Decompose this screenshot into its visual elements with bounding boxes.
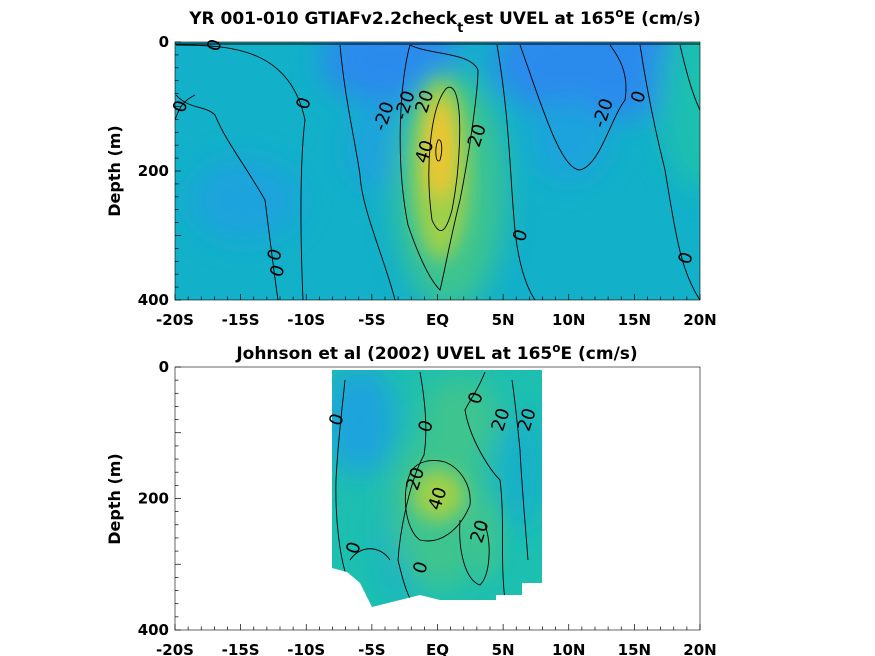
model-panel: YR 001-010 GTIAFv2.2checktest UVEL at 16… (105, 6, 717, 329)
panel2-title-sup: o (552, 341, 560, 355)
panel2-y-axis: 0 200 400 (138, 358, 181, 639)
x-tick-label: -20S (156, 311, 194, 329)
x-tick-label: EQ (426, 311, 449, 329)
panel1-title-sub: t (457, 21, 463, 36)
panel2-x-axis: -20S -15S -10S -5S EQ 5N 10N 15N 20N (156, 624, 717, 656)
y-tick-label: 200 (138, 490, 169, 508)
x-tick-label: 20N (683, 641, 716, 656)
x-tick-label: 20N (683, 311, 716, 329)
x-tick-label: -5S (358, 311, 385, 329)
panel2-y-axis-label: Depth (m) (105, 453, 124, 545)
panel1-y-axis-label: Depth (m) (105, 125, 124, 217)
x-tick-label: -10S (287, 311, 325, 329)
panel1-field (175, 42, 700, 300)
y-tick-label: 200 (138, 162, 169, 180)
panel2-title: Johnson et al (2002) UVEL at 165oE (cm/s… (235, 341, 637, 364)
y-tick-label: 0 (159, 33, 169, 51)
y-tick-label: 0 (159, 358, 169, 376)
x-tick-label: -15S (222, 641, 260, 656)
panel1-x-axis: -20S -15S -10S -5S EQ 5N 10N 15N 20N (156, 294, 717, 329)
x-tick-label: 10N (552, 641, 585, 656)
x-tick-label: -5S (358, 641, 385, 656)
x-tick-label: -20S (156, 641, 194, 656)
x-tick-label: 5N (492, 641, 515, 656)
x-tick-label: EQ (426, 641, 449, 656)
observation-panel: Johnson et al (2002) UVEL at 165oE (cm/s… (105, 341, 717, 656)
panel1-y-axis: 0 200 400 (138, 33, 181, 309)
panel2-field (332, 370, 542, 607)
panel1-title-sup: o (615, 6, 623, 20)
x-tick-label: 15N (618, 311, 651, 329)
x-tick-label: 15N (618, 641, 651, 656)
y-tick-label: 400 (138, 621, 169, 639)
x-tick-label: -10S (287, 641, 325, 656)
x-tick-label: -15S (222, 311, 260, 329)
x-tick-label: 10N (552, 311, 585, 329)
panel1-title: YR 001-010 GTIAFv2.2checktest UVEL at 16… (188, 6, 701, 36)
y-tick-label: 400 (138, 291, 169, 309)
x-tick-label: 5N (492, 311, 515, 329)
